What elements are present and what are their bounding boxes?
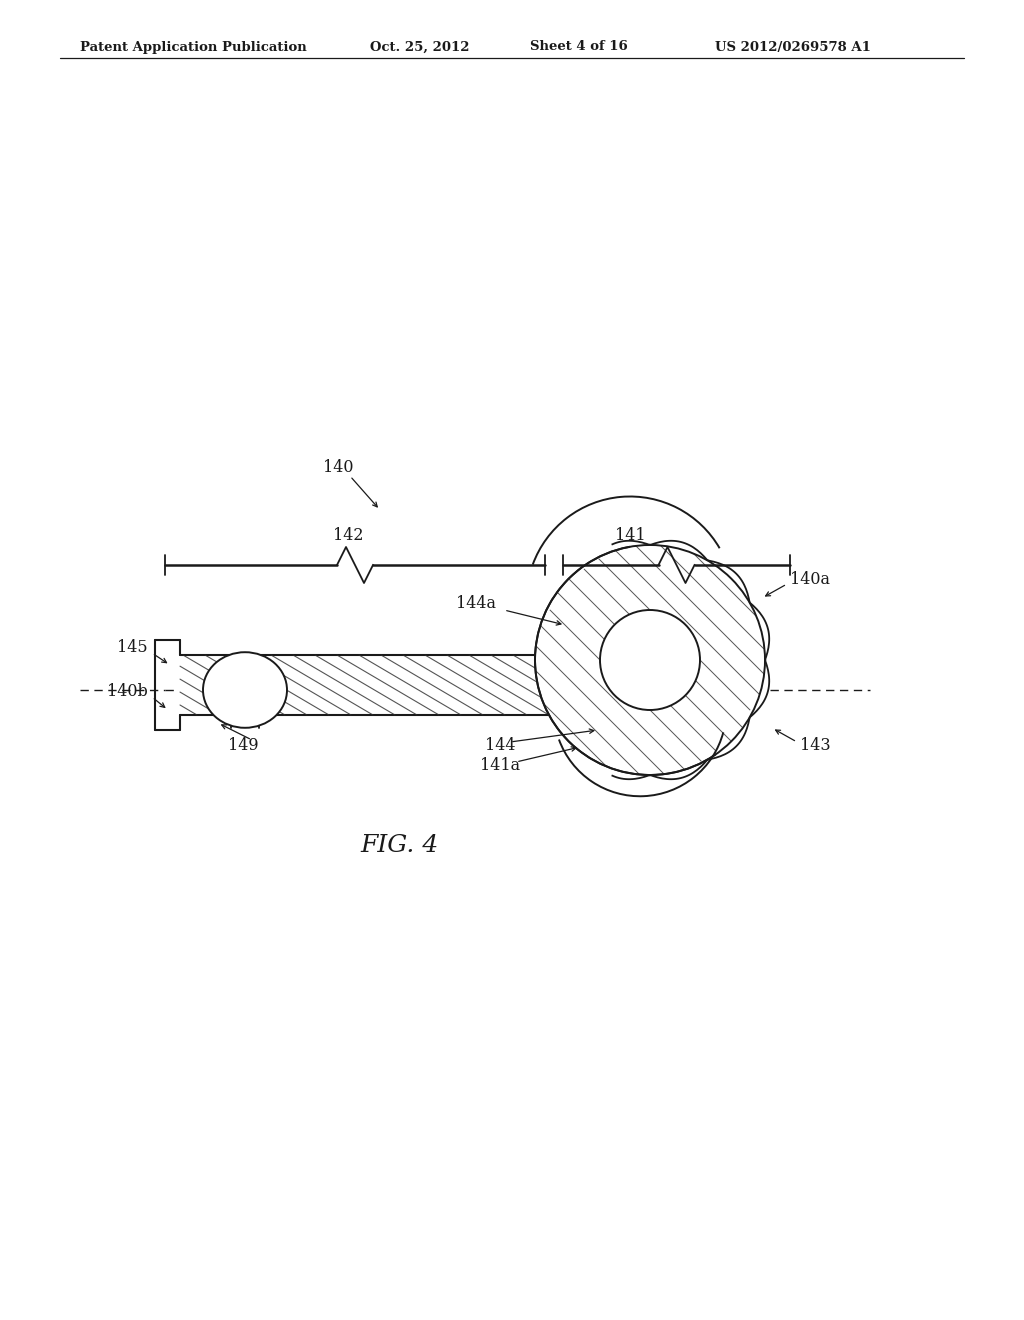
Text: FIG. 4: FIG. 4 xyxy=(360,833,439,857)
Text: 140b: 140b xyxy=(108,684,148,701)
Text: 149: 149 xyxy=(227,737,258,754)
Text: 141: 141 xyxy=(614,527,645,544)
Text: Oct. 25, 2012: Oct. 25, 2012 xyxy=(370,41,469,54)
Text: Sheet 4 of 16: Sheet 4 of 16 xyxy=(530,41,628,54)
Text: 144: 144 xyxy=(484,737,515,754)
Text: 141a: 141a xyxy=(480,756,520,774)
Text: 143: 143 xyxy=(800,737,830,754)
Circle shape xyxy=(600,610,700,710)
Text: 144a: 144a xyxy=(456,594,496,611)
Text: 145: 145 xyxy=(118,639,148,656)
Text: 140: 140 xyxy=(323,458,353,475)
Ellipse shape xyxy=(203,652,287,727)
Text: 142: 142 xyxy=(333,527,364,544)
Text: 140a: 140a xyxy=(790,572,830,589)
Circle shape xyxy=(535,545,765,775)
Text: Patent Application Publication: Patent Application Publication xyxy=(80,41,307,54)
Text: US 2012/0269578 A1: US 2012/0269578 A1 xyxy=(715,41,870,54)
